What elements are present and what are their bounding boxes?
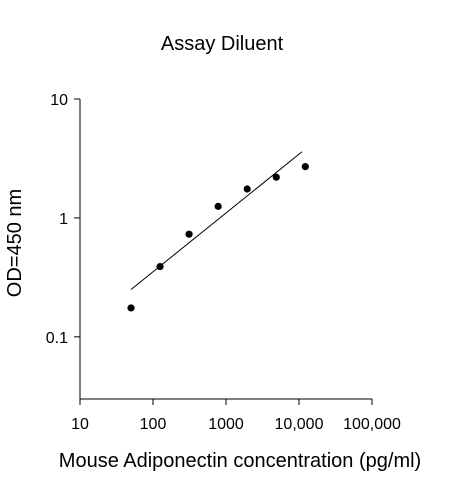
data-point bbox=[243, 185, 251, 193]
x-tick-label: 100,000 bbox=[343, 416, 401, 433]
data-point bbox=[156, 262, 164, 271]
x-tick-label: 100 bbox=[140, 416, 167, 433]
plot-area: 10 100 1000 10,000 100,000 0.1 1 10 bbox=[46, 92, 401, 433]
y-ticks: 0.1 1 10 bbox=[46, 92, 80, 347]
x-axis-label: Mouse Adiponectin concentration (pg/ml) bbox=[59, 450, 421, 472]
x-ticks: 10 100 1000 10,000 100,000 bbox=[71, 399, 401, 433]
y-tick-label: 10 bbox=[50, 92, 68, 109]
data-point bbox=[127, 304, 135, 312]
chart-title: Assay Diluent bbox=[161, 33, 284, 55]
x-tick-label: 10,000 bbox=[275, 416, 324, 433]
y-tick-label: 1 bbox=[59, 211, 68, 228]
data-point bbox=[185, 230, 193, 238]
y-axis-label: OD=450 nm bbox=[4, 189, 26, 297]
fit-line-group bbox=[130, 151, 303, 290]
data-point bbox=[214, 202, 222, 210]
x-tick-label: 10 bbox=[71, 416, 89, 433]
y-tick-label: 0.1 bbox=[46, 330, 68, 347]
data-points bbox=[127, 163, 309, 312]
x-tick-label: 1000 bbox=[208, 416, 244, 433]
fit-line bbox=[130, 151, 303, 290]
data-point bbox=[301, 163, 309, 171]
data-point bbox=[272, 173, 280, 181]
